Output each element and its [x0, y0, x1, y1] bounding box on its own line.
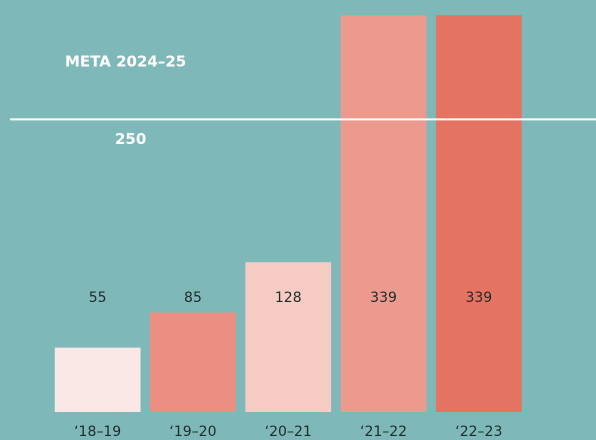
bar	[245, 262, 332, 412]
x-tick-label: ‘21–22	[360, 424, 407, 440]
bar	[54, 347, 141, 412]
target-label: META 2024–25	[65, 53, 186, 71]
value-label: 339	[465, 290, 492, 306]
value-label: 339	[370, 290, 397, 306]
x-tick-label: ‘18–19	[74, 424, 121, 440]
x-tick-label: ‘20–21	[265, 424, 312, 440]
value-label: 85	[184, 290, 202, 306]
bar	[150, 312, 236, 412]
x-tick-label: ‘22–23	[455, 424, 502, 440]
bar	[340, 15, 427, 412]
value-label: 55	[89, 290, 107, 306]
target-value: 250	[115, 130, 146, 148]
value-label: 128	[275, 290, 302, 306]
x-tick-label: ‘19–20	[169, 424, 216, 440]
bar	[435, 15, 522, 412]
